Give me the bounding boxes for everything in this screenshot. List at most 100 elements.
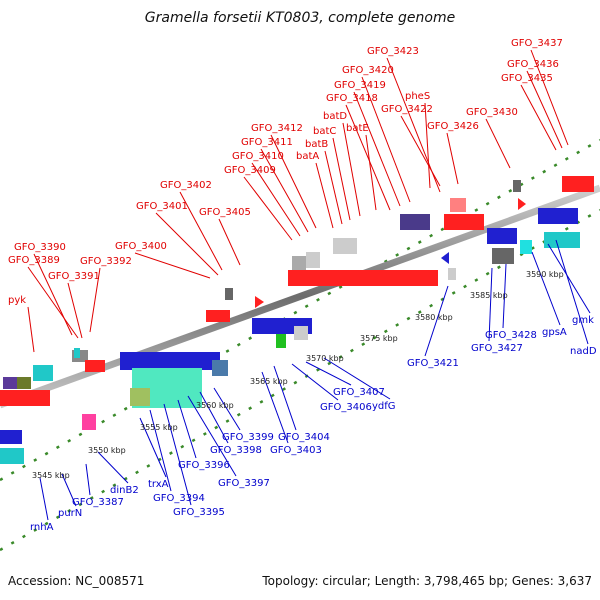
reverse-gene-label: trxA [148, 479, 169, 490]
forward-gene-label: GFO_3437 [511, 38, 563, 49]
leader-line [155, 212, 219, 276]
leader-line [400, 115, 441, 187]
leader-line [520, 84, 557, 151]
forward-gene-label: pyk [8, 295, 26, 306]
forward-gene-label: GFO_3422 [381, 104, 433, 115]
leader-line [365, 134, 377, 211]
forward-gene-label: GFO_3390 [14, 242, 66, 253]
leader-line [323, 357, 391, 400]
forward-gene-label: GFO_3401 [136, 201, 188, 212]
leader-line [243, 176, 293, 241]
reverse-gene-label: GFO_3407 [333, 387, 385, 398]
reverse-gene-label: dinB2 [110, 485, 139, 496]
scale-label: 3550 kbp [88, 446, 126, 455]
leader-line [315, 162, 334, 229]
leader-line [251, 162, 301, 237]
leader-line [424, 102, 431, 189]
leader-line [361, 76, 411, 203]
leader-line [61, 473, 77, 507]
reverse-gene-label: GFO_3404 [278, 432, 330, 443]
leader-line [446, 132, 459, 185]
forward-gene-label: batC [313, 126, 336, 137]
reverse-gene-label: ydfG [372, 401, 396, 412]
leader-line [163, 403, 192, 506]
leader-line [149, 409, 172, 492]
leader-line [97, 451, 129, 484]
forward-gene-labels: pyk GFO_3390 GFO_3389 GFO_3391 GFO_3392 GFO_3… [8, 38, 563, 306]
reverse-gene-label: GFO_3395 [173, 507, 225, 518]
leader-line [261, 371, 289, 444]
label-leader-lines [27, 49, 591, 521]
reverse-gene-label: rnhA [30, 522, 54, 533]
leader-line [39, 477, 49, 521]
forward-gene-label: GFO_3430 [466, 107, 518, 118]
leader-line [199, 391, 229, 444]
forward-gene-label: GFO_3392 [80, 256, 132, 267]
forward-gene-label: GFO_3418 [326, 93, 378, 104]
forward-gene-label: GFO_3405 [199, 207, 251, 218]
leader-line [273, 365, 297, 431]
reverse-gene-label: GFO_3394 [153, 493, 205, 504]
leader-line [526, 70, 563, 149]
forward-gene-label: GFO_3391 [48, 271, 100, 282]
leader-line [345, 104, 391, 211]
leader-line [531, 251, 561, 326]
leader-line [260, 148, 309, 233]
leader-line [485, 118, 511, 169]
leader-line [27, 306, 35, 353]
forward-gene-label: GFO_3420 [342, 65, 394, 76]
reverse-gene-label: purN [58, 508, 82, 519]
scale-label: 3555 kbp [140, 423, 178, 432]
forward-gene-label: GFO_3436 [507, 59, 559, 70]
reverse-gene-label: GFO_3428 [485, 330, 537, 341]
reverse-gene-label: GFO_3396 [178, 460, 230, 471]
reverse-gene-label: GFO_3397 [218, 478, 270, 489]
reverse-gene-label: gmk [572, 315, 594, 326]
scale-label: 3560 kbp [196, 401, 234, 410]
reverse-gene-label: GFO_3421 [407, 358, 459, 369]
leader-line [424, 285, 449, 357]
scale-label: 3575 kbp [360, 334, 398, 343]
leader-line [555, 239, 589, 345]
leader-line [187, 395, 237, 477]
reverse-gene-label: GFO_3399 [222, 432, 274, 443]
accession-text: Accession: NC_008571 [8, 574, 145, 588]
leader-line [291, 363, 339, 401]
scale-label: 3580 kbp [415, 313, 453, 322]
forward-gene-label: GFO_3389 [8, 255, 60, 266]
leader-line [89, 267, 101, 333]
forward-gene-label: GFO_3435 [501, 73, 553, 84]
leader-line [324, 150, 343, 225]
reverse-gene-label: GFO_3403 [270, 445, 322, 456]
forward-gene-label: GFO_3426 [427, 121, 479, 132]
leader-line [67, 282, 83, 339]
leader-line [353, 91, 401, 207]
leader-line [305, 361, 352, 386]
leader-line [33, 253, 73, 336]
leader-line [488, 267, 493, 342]
forward-gene-label: GFO_3410 [232, 151, 284, 162]
reverse-gene-label: GFO_3387 [72, 497, 124, 508]
gene-features-upper [3, 176, 594, 389]
topology-text: Topology: circular; Length: 3,798,465 bp… [262, 574, 592, 588]
genome-title: Gramella forsetii KT0803, complete genom… [144, 10, 456, 26]
leader-line [342, 122, 361, 217]
leader-line [85, 463, 91, 496]
forward-gene-label: batE [346, 123, 369, 134]
leader-line [179, 191, 223, 271]
scale-label: 3585 kbp [470, 291, 508, 300]
leader-line [27, 266, 79, 339]
leader-line [139, 417, 167, 478]
scale-label: 3570 kbp [306, 354, 344, 363]
forward-gene-label: GFO_3412 [251, 123, 303, 134]
scale-labels: 3545 kbp 3550 kbp 3555 kbp 3560 kbp 3565 kbp… [32, 270, 564, 480]
scale-label: 3590 kbp [526, 270, 564, 279]
leader-line [177, 399, 197, 459]
forward-gene-label: GFO_3411 [241, 137, 293, 148]
leader-line [218, 218, 241, 266]
reverse-gene-label: gpsA [542, 327, 567, 338]
ruler-inner-reverse [0, 208, 600, 552]
forward-gene-label: batD [323, 111, 347, 122]
